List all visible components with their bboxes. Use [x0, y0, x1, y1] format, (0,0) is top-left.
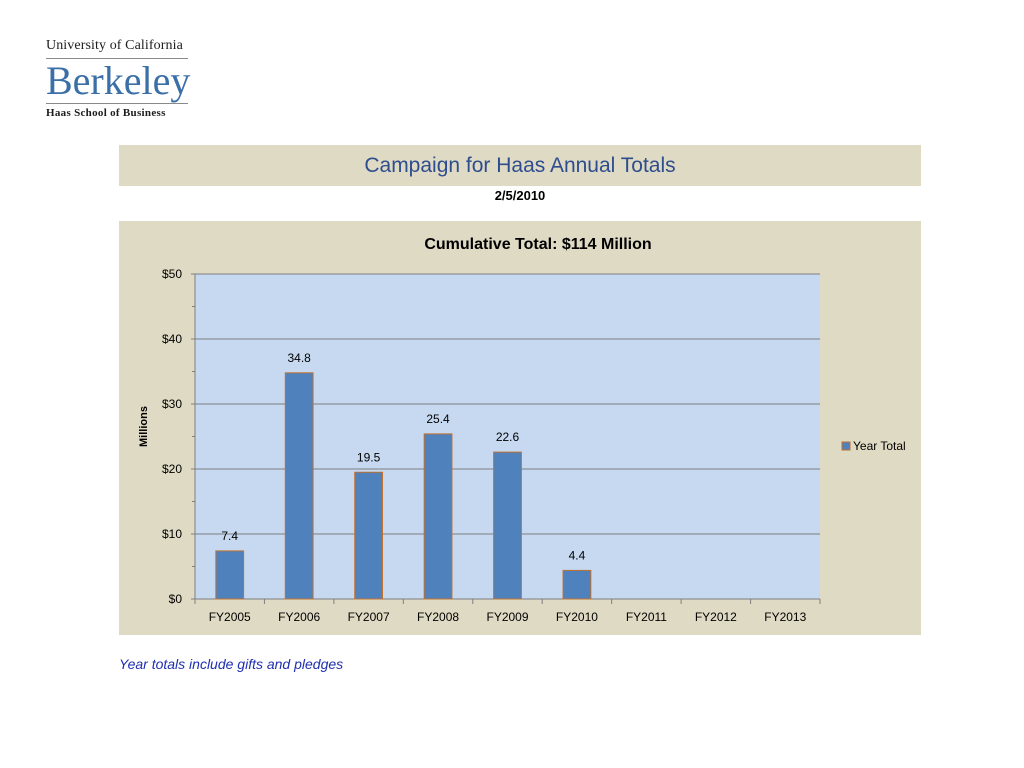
- data-label: 22.6: [496, 430, 520, 444]
- bar-fy2007: [354, 471, 384, 600]
- bar-fy2009: [493, 451, 522, 600]
- data-label: 19.5: [357, 450, 381, 464]
- footnote: Year totals include gifts and pledges: [119, 656, 344, 672]
- data-label: 4.4: [569, 548, 586, 562]
- y-tick-label: $50: [162, 267, 182, 281]
- legend-label: Year Total: [853, 439, 906, 453]
- bar-chart: Cumulative Total: $114 Million $0 $10 $20 $3…: [138, 236, 906, 624]
- data-label: 34.8: [287, 351, 311, 365]
- page-title: Campaign for Haas Annual Totals: [364, 153, 676, 177]
- x-tick-label: FY2013: [764, 610, 806, 624]
- data-label: 25.4: [426, 412, 450, 426]
- x-tick-label: FY2009: [486, 610, 528, 624]
- y-tick-label: $10: [162, 527, 182, 541]
- logo-university-line: University of California: [46, 38, 188, 59]
- y-tick-label: $20: [162, 462, 182, 476]
- y-tick-label: $40: [162, 332, 182, 346]
- x-tick-label: FY2008: [417, 610, 459, 624]
- data-label: 7.4: [221, 529, 238, 543]
- x-tick-label: FY2005: [209, 610, 251, 624]
- x-tick-label: FY2012: [695, 610, 737, 624]
- x-tick-label: FY2006: [278, 610, 320, 624]
- bar-fy2008: [423, 433, 453, 600]
- chart-title: Cumulative Total: $114 Million: [424, 236, 651, 253]
- chart-panel: Cumulative Total: $114 Million $0 $10 $20 $3…: [119, 221, 921, 635]
- bar-fy2010: [562, 569, 592, 600]
- x-tick-label: FY2010: [556, 610, 598, 624]
- logo-berkeley-wordmark: Berkeley: [46, 58, 191, 104]
- bar-fy2005: [215, 550, 245, 600]
- report-date: 2/5/2010: [494, 188, 546, 203]
- y-tick-label: $0: [169, 592, 183, 606]
- bar-fy2006: [284, 372, 314, 600]
- title-band: Campaign for Haas Annual Totals: [119, 145, 921, 186]
- y-tick-label: $30: [162, 397, 182, 411]
- berkeley-haas-logo: University of California Berkeley Haas S…: [46, 38, 196, 119]
- x-tick-label: FY2011: [626, 610, 667, 624]
- legend-swatch: [841, 441, 851, 451]
- x-tick-label: FY2007: [348, 610, 390, 624]
- y-axis-label: Millions: [138, 406, 150, 447]
- logo-school-line: Haas School of Business: [46, 107, 166, 119]
